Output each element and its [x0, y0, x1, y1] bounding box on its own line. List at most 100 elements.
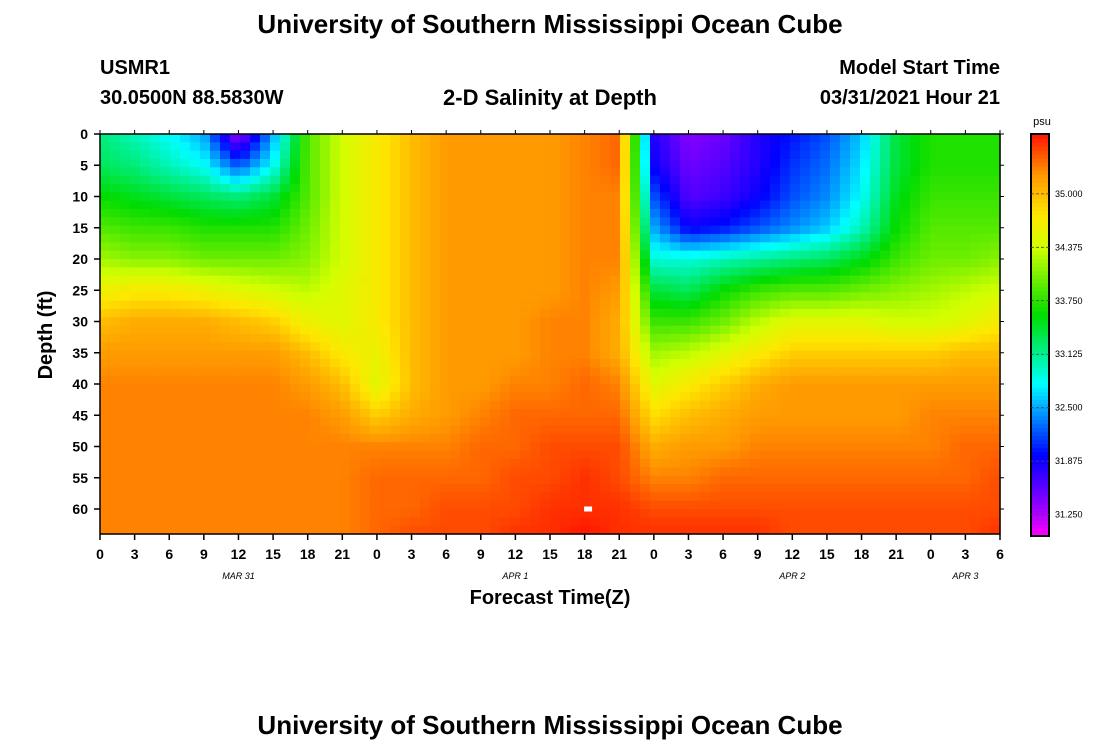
heatmap-cell: [620, 225, 631, 235]
heatmap-cell: [380, 359, 391, 368]
heatmap-cell: [500, 267, 511, 277]
heatmap-cell: [220, 250, 231, 260]
heatmap-cell: [970, 425, 981, 435]
heatmap-cell: [530, 392, 541, 402]
heatmap-cell: [940, 284, 951, 293]
heatmap-cell: [790, 225, 801, 235]
heatmap-cell: [840, 209, 851, 218]
heatmap-cell: [430, 384, 441, 393]
heatmap-cell: [390, 492, 401, 502]
heatmap-cell: [790, 525, 801, 535]
heatmap-cell: [520, 500, 531, 510]
heatmap-cell: [790, 200, 801, 210]
heatmap-cell: [610, 184, 621, 193]
heatmap-cell: [730, 175, 741, 185]
heatmap-cell: [330, 367, 341, 377]
heatmap-cell: [280, 367, 291, 377]
heatmap-cell: [800, 309, 811, 318]
heatmap-cell: [270, 300, 281, 310]
heatmap-cell: [880, 509, 891, 518]
heatmap-cell: [510, 184, 521, 193]
heatmap-cell: [900, 284, 911, 293]
heatmap-cell: [750, 317, 761, 327]
heatmap-cell: [860, 209, 871, 218]
heatmap-cell: [600, 234, 611, 243]
heatmap-cell: [550, 184, 561, 193]
heatmap-cell: [180, 142, 191, 152]
heatmap-cell: [870, 359, 881, 368]
heatmap-cell: [250, 525, 261, 535]
heatmap-cell: [700, 275, 711, 285]
heatmap-cell: [180, 434, 191, 443]
heatmap-cell: [260, 467, 271, 477]
heatmap-cell: [530, 284, 541, 293]
heatmap-cell: [840, 159, 851, 168]
heatmap-cell: [970, 367, 981, 377]
heatmap-cell: [450, 500, 461, 510]
heatmap-cell: [260, 225, 271, 235]
heatmap-cell: [710, 300, 721, 310]
heatmap-cell: [430, 309, 441, 318]
heatmap-cell: [810, 384, 821, 393]
heatmap-cell: [360, 517, 371, 527]
heatmap-cell: [270, 392, 281, 402]
heatmap-cell: [580, 217, 591, 227]
heatmap-cell: [550, 175, 561, 185]
heatmap-cell: [740, 425, 751, 435]
heatmap-cell: [260, 484, 271, 493]
heatmap-cell: [540, 192, 551, 202]
heatmap-cell: [790, 467, 801, 477]
heatmap-cell: [770, 492, 781, 502]
heatmap-cell: [540, 484, 551, 493]
heatmap-cell: [800, 475, 811, 485]
heatmap-cell: [350, 525, 361, 535]
heatmap-cell: [190, 167, 201, 177]
heatmap-cell: [450, 517, 461, 527]
heatmap-cell: [460, 309, 471, 318]
heatmap-cell: [650, 242, 661, 252]
heatmap-cell: [880, 150, 891, 160]
heatmap-cell: [830, 475, 841, 485]
heatmap-cell: [380, 492, 391, 502]
colorbar-segment: [1031, 186, 1049, 191]
heatmap-cell: [720, 342, 731, 352]
heatmap-cell: [990, 284, 1001, 293]
heatmap-cell: [140, 417, 151, 427]
heatmap-cell: [830, 359, 841, 368]
heatmap-cell: [770, 284, 781, 293]
heatmap-cell: [850, 134, 861, 143]
heatmap-cell: [400, 342, 411, 352]
heatmap-cell: [710, 134, 721, 143]
heatmap-cell: [500, 392, 511, 402]
heatmap-cell: [600, 309, 611, 318]
heatmap-cell: [830, 225, 841, 235]
heatmap-cell: [220, 267, 231, 277]
heatmap-cell: [570, 500, 581, 510]
heatmap-cell: [980, 392, 991, 402]
heatmap-cell: [780, 400, 791, 410]
heatmap-cell: [460, 192, 471, 202]
heatmap-cell: [160, 259, 171, 268]
heatmap-cell: [960, 234, 971, 243]
heatmap-cell: [850, 384, 861, 393]
heatmap-cell: [350, 292, 361, 302]
heatmap-cell: [140, 134, 151, 143]
heatmap-cell: [910, 375, 921, 385]
heatmap-cell: [100, 384, 111, 393]
heatmap-cell: [990, 409, 1001, 418]
heatmap-cell: [300, 400, 311, 410]
heatmap-cell: [190, 359, 201, 368]
heatmap-cell: [500, 242, 511, 252]
heatmap-cell: [790, 500, 801, 510]
heatmap-cell: [380, 159, 391, 168]
heatmap-cell: [940, 134, 951, 143]
heatmap-cell: [470, 500, 481, 510]
heatmap-cell: [240, 275, 251, 285]
heatmap-cell: [400, 367, 411, 377]
heatmap-cell: [760, 467, 771, 477]
heatmap-cell: [870, 284, 881, 293]
heatmap-cell: [970, 375, 981, 385]
heatmap-cell: [910, 509, 921, 518]
heatmap-cell: [100, 400, 111, 410]
heatmap-cell: [680, 400, 691, 410]
